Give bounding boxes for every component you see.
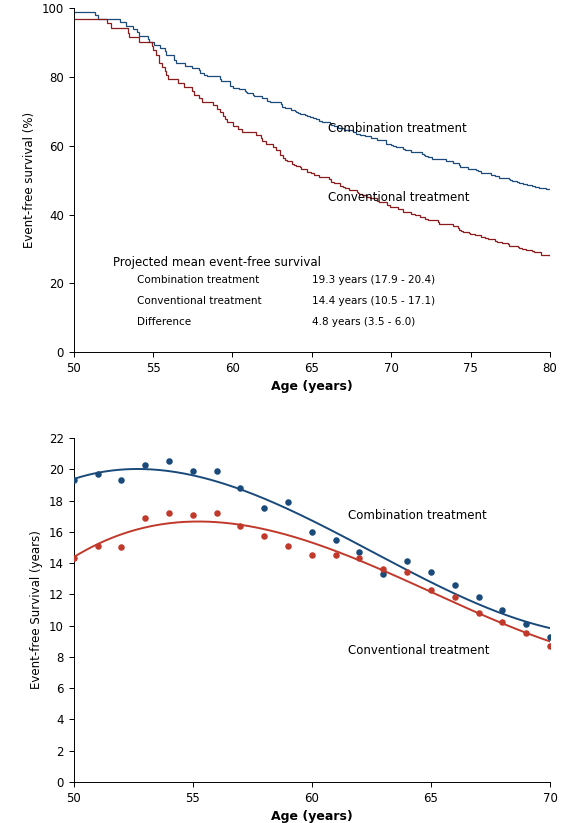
Point [212,464,221,477]
Point [355,546,364,559]
Point [141,511,150,524]
Point [69,473,78,486]
Point [474,607,483,620]
Text: Combination treatment: Combination treatment [328,122,467,135]
Point [379,567,388,580]
Point [260,530,269,543]
Point [141,458,150,472]
Point [236,519,245,532]
Point [403,566,412,579]
Y-axis label: Event-free survival (%): Event-free survival (%) [23,112,36,249]
Text: 19.3 years (17.9 - 20.4): 19.3 years (17.9 - 20.4) [312,276,435,286]
Point [379,563,388,576]
Point [188,508,197,521]
Text: Conventional treatment: Conventional treatment [348,644,489,657]
Point [331,549,340,562]
Text: 4.8 years (3.5 - 6.0): 4.8 years (3.5 - 6.0) [312,317,415,327]
Point [545,639,555,653]
Text: Conventional treatment: Conventional treatment [328,191,469,204]
Point [284,495,293,509]
Point [450,579,459,592]
Point [93,539,102,552]
Point [522,627,531,640]
Point [450,591,459,604]
Point [117,473,126,486]
X-axis label: Age (years): Age (years) [271,810,353,823]
Text: Difference: Difference [137,317,191,327]
Text: Projected mean event-free survival: Projected mean event-free survival [113,256,321,269]
Point [426,583,435,596]
Point [545,630,555,643]
Point [498,616,507,629]
Text: 14.4 years (10.5 - 17.1): 14.4 years (10.5 - 17.1) [312,296,435,306]
Point [426,566,435,579]
Point [498,603,507,616]
Point [355,551,364,565]
Point [212,506,221,519]
X-axis label: Age (years): Age (years) [271,380,353,393]
Text: Combination treatment: Combination treatment [137,276,260,286]
Y-axis label: Event-free Survival (years): Event-free Survival (years) [31,531,44,690]
Text: Conventional treatment: Conventional treatment [137,296,262,306]
Point [164,506,174,519]
Point [69,551,78,565]
Point [164,455,174,468]
Point [188,464,197,477]
Point [236,481,245,495]
Point [307,549,316,562]
Text: Combination treatment: Combination treatment [348,509,486,523]
Point [403,555,412,568]
Point [331,533,340,546]
Point [284,539,293,552]
Point [260,502,269,515]
Point [117,541,126,554]
Point [307,525,316,538]
Point [522,617,531,630]
Point [93,467,102,481]
Point [474,591,483,604]
